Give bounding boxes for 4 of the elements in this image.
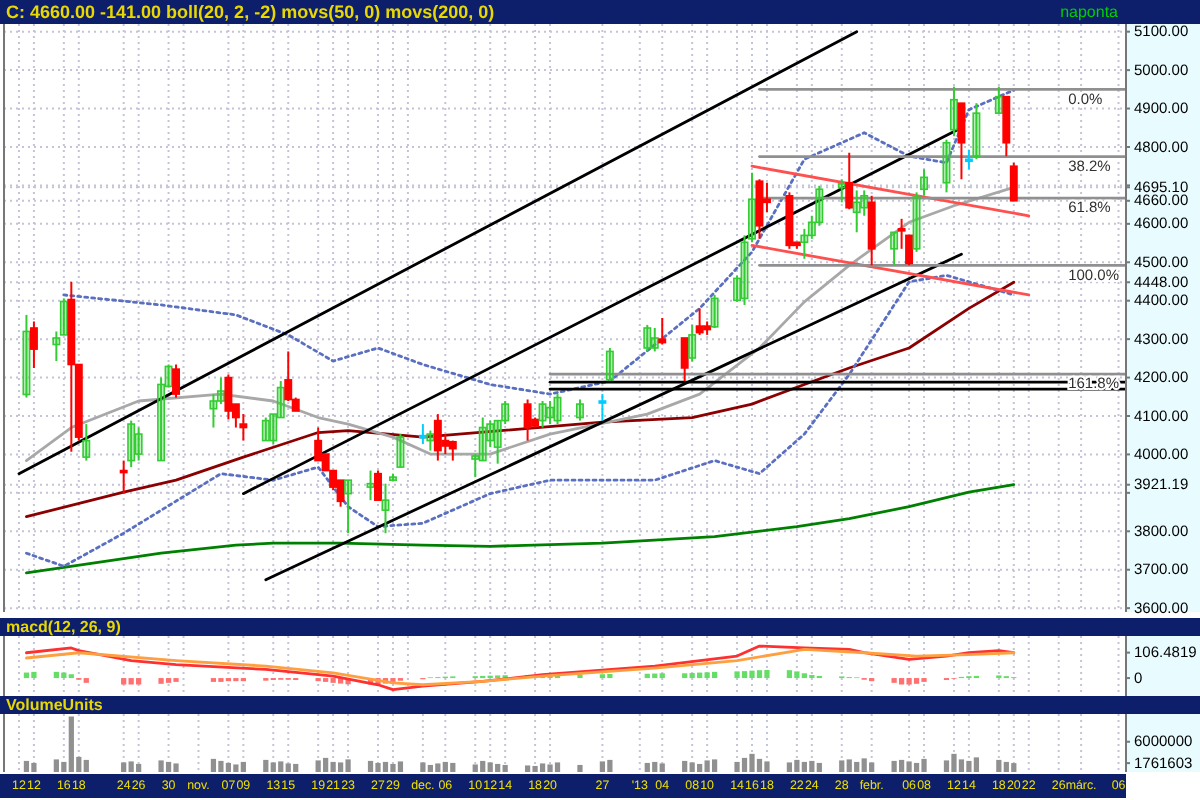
chart-title: VolumeUnits [6, 696, 104, 715]
chart-title: macd(12, 26, 9) [6, 618, 122, 637]
chart-title: C: 4660.00 -141.00 boll(20, 2, -2) movs(50, 0) movs(200, 0) [6, 1, 495, 22]
chart-subtitle: naponta [1060, 3, 1120, 22]
